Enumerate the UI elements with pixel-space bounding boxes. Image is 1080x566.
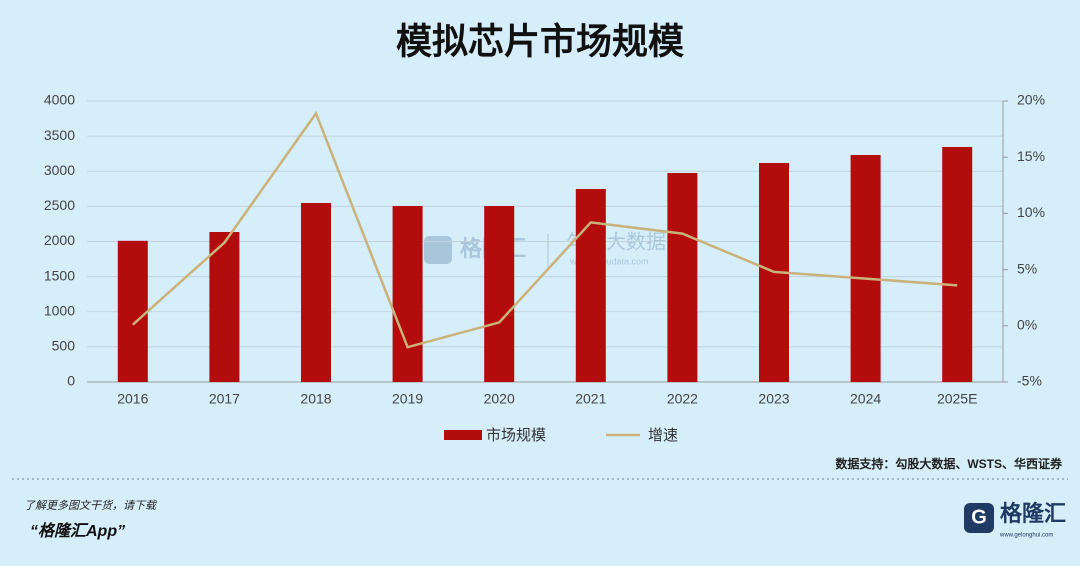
- y2-tick-label: -5%: [1017, 373, 1042, 389]
- x-tick-label: 2021: [575, 391, 606, 407]
- legend-label: 市场规模: [486, 427, 546, 444]
- source: 数据支持：勾股大数据、WSTS、华西证券: [835, 456, 1063, 471]
- x-tick-label: 2022: [667, 391, 698, 407]
- x-tick-label: 2018: [300, 391, 331, 407]
- x-tick-label: 2017: [209, 391, 240, 407]
- line: [131, 110, 958, 349]
- y-tick-label: 500: [52, 338, 76, 354]
- y-tick-label: 0: [67, 373, 75, 389]
- y-tick-label: 3500: [44, 127, 75, 143]
- bar: [850, 155, 881, 382]
- bar: [575, 189, 606, 382]
- bar: [117, 240, 148, 382]
- bar: [392, 206, 423, 382]
- watermark-icon: [424, 236, 452, 264]
- x-tick-label: 2016: [117, 391, 148, 407]
- logo-icon: [964, 503, 994, 533]
- footer-prompt: 了解更多图文干货，请下载: [24, 499, 158, 512]
- y2-tick-label: 0%: [1017, 317, 1037, 333]
- chart-title: 模拟芯片市场规模: [396, 21, 684, 62]
- y-tick-label: 4000: [44, 92, 75, 108]
- y-tick-label: 2000: [44, 232, 75, 248]
- legend-label: 增速: [648, 427, 678, 444]
- bar: [209, 232, 240, 382]
- y2-tick-label: 20%: [1017, 92, 1045, 108]
- y-tick-label: 3000: [44, 162, 75, 178]
- y2-tick-label: 5%: [1017, 260, 1037, 276]
- y-tick-label: 2500: [44, 197, 75, 213]
- logo-url: www.gelonghui.com: [999, 533, 1053, 539]
- y-tick-label: 1500: [44, 267, 75, 283]
- y2-tick-label: 15%: [1017, 148, 1045, 164]
- x-tick-label: 2023: [758, 391, 789, 407]
- bar: [484, 206, 515, 382]
- legend-swatch: [444, 430, 482, 440]
- x-tick-label: 2025E: [937, 391, 977, 407]
- x-tick-label: 2024: [850, 391, 881, 407]
- footer-app: “格隆汇App”: [30, 522, 125, 540]
- y2-tick-label: 10%: [1017, 204, 1045, 220]
- logo-letter: G: [971, 506, 987, 528]
- bar: [667, 173, 698, 382]
- x-tick-label: 2019: [392, 391, 423, 407]
- bar: [942, 147, 973, 382]
- logo-text: 格隆汇: [1000, 501, 1066, 526]
- x-tick-label: 2020: [484, 391, 515, 407]
- bar: [301, 203, 331, 382]
- y-tick-label: 1000: [44, 302, 75, 318]
- watermark-url: www.gogudata.com: [569, 256, 649, 266]
